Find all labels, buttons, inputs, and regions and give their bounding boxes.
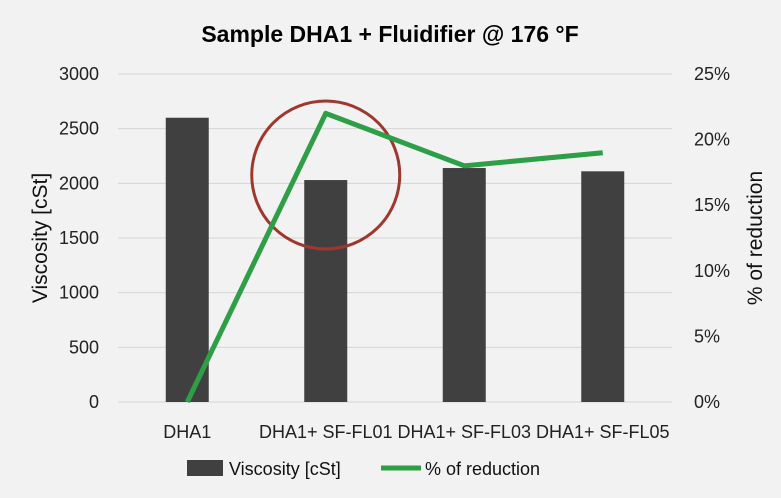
gridlines: [118, 73, 672, 403]
y-tick-label: 0: [89, 392, 99, 412]
y2-tick-label: 25%: [694, 64, 730, 84]
y-axis-label: Viscosity [cSt]: [29, 173, 52, 303]
highlight-circle: [250, 99, 402, 251]
legend: Viscosity [cSt] % of reduction: [187, 459, 540, 479]
legend-swatch-bar: [187, 460, 223, 476]
bar: [165, 117, 209, 402]
x-axis-ticks: DHA1 DHA1+ SF-FL01 DHA1+ SF-FL03 DHA1+ SF-F…: [163, 422, 669, 442]
y-tick-label: 3000: [59, 64, 99, 84]
y-tick-label: 500: [69, 337, 99, 357]
y-axis-ticks: 0 500 1000 1500 2000 2500 3000: [59, 64, 99, 412]
bar: [304, 180, 348, 402]
y-tick-label: 1000: [59, 283, 99, 303]
legend-label: % of reduction: [425, 459, 540, 479]
x-tick-label: DHA1: [163, 422, 211, 442]
y-tick-label: 2500: [59, 119, 99, 139]
chart-title: Sample DHA1 + Fluidifier @ 176 °F: [201, 21, 578, 47]
y2-tick-label: 20%: [694, 130, 730, 150]
y2-tick-label: 5%: [694, 326, 720, 346]
reduction-line: [184, 110, 603, 404]
line-series: [184, 110, 603, 404]
x-tick-label: DHA1+ SF-FL01: [259, 422, 393, 442]
y-tick-label: 1500: [59, 228, 99, 248]
y2-axis-ticks: 0% 5% 10% 15% 20% 25%: [694, 64, 730, 412]
y-tick-label: 2000: [59, 173, 99, 193]
y2-axis-label: % of reduction: [744, 171, 767, 305]
y2-tick-label: 10%: [694, 261, 730, 281]
legend-label: Viscosity [cSt]: [229, 459, 341, 479]
bar: [581, 171, 625, 402]
x-tick-label: DHA1+ SF-FL05: [536, 422, 670, 442]
annotation-layer: [250, 99, 402, 251]
x-tick-label: DHA1+ SF-FL03: [397, 422, 531, 442]
bar: [442, 168, 486, 402]
y2-tick-label: 15%: [694, 195, 730, 215]
bar-series: [165, 117, 625, 402]
y2-tick-label: 0%: [694, 392, 720, 412]
